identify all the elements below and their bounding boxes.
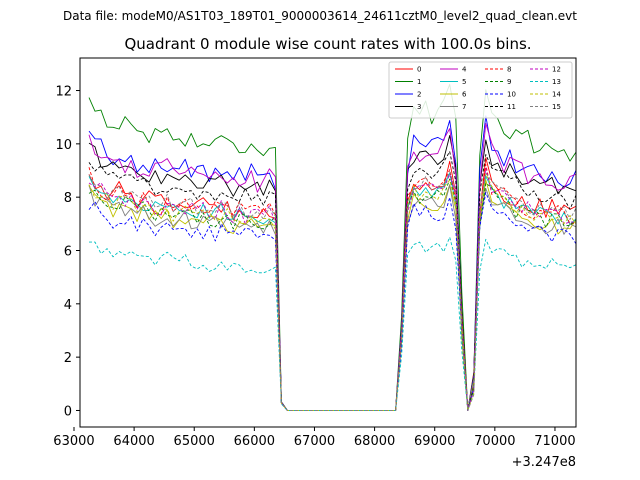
- x-tick-label: 68000: [354, 434, 395, 449]
- legend-label: 7: [462, 103, 466, 111]
- legend-label: 3: [417, 103, 421, 111]
- y-axis: 0 2 4 6 8 10 12: [55, 85, 80, 419]
- legend-label: 15: [552, 103, 561, 111]
- legend-label: 5: [462, 78, 466, 86]
- y-tick-label: 12: [55, 85, 72, 100]
- y-tick-label: 10: [55, 138, 72, 153]
- legend-label: 9: [507, 78, 511, 86]
- y-tick-label: 2: [64, 351, 72, 366]
- x-tick-label: 69000: [414, 434, 455, 449]
- legend-label: 12: [552, 66, 561, 74]
- y-tick-label: 4: [64, 298, 72, 313]
- x-tick-label: 67000: [294, 434, 335, 449]
- x-tick-label: 66000: [234, 434, 275, 449]
- x-axis: 63000 64000 65000 66000 67000 68000 69000 70000…: [53, 427, 576, 449]
- y-tick-label: 0: [64, 404, 72, 419]
- series-line-14: [88, 173, 576, 411]
- x-tick-label: 71000: [534, 434, 575, 449]
- legend-label: 1: [417, 78, 421, 86]
- legend-label: 6: [462, 91, 467, 99]
- legend-label: 14: [552, 91, 561, 99]
- x-tick-label: 70000: [474, 434, 515, 449]
- legend-label: 8: [507, 66, 511, 74]
- series-line-8: [88, 163, 576, 411]
- legend-label: 0: [417, 66, 421, 74]
- series-line-15: [88, 171, 576, 411]
- legend-label: 2: [417, 91, 421, 99]
- x-tick-label: 63000: [53, 434, 94, 449]
- legend-label: 13: [552, 78, 561, 86]
- legend-label: 11: [507, 103, 516, 111]
- chart-title: Quadrant 0 module wise count rates with …: [124, 35, 531, 53]
- series-layer: [88, 83, 576, 411]
- x-offset-label: +3.247e8: [512, 455, 576, 470]
- axes-frame: [79, 57, 577, 428]
- chart-suptitle: Data file: modeM0/AS1T03_189T01_90000036…: [63, 9, 577, 23]
- y-tick-label: 8: [64, 191, 72, 206]
- x-tick-label: 64000: [113, 434, 154, 449]
- legend-label: 4: [462, 66, 467, 74]
- legend-label: 10: [507, 91, 516, 99]
- x-tick-label: 65000: [174, 434, 215, 449]
- y-tick-label: 6: [64, 244, 72, 259]
